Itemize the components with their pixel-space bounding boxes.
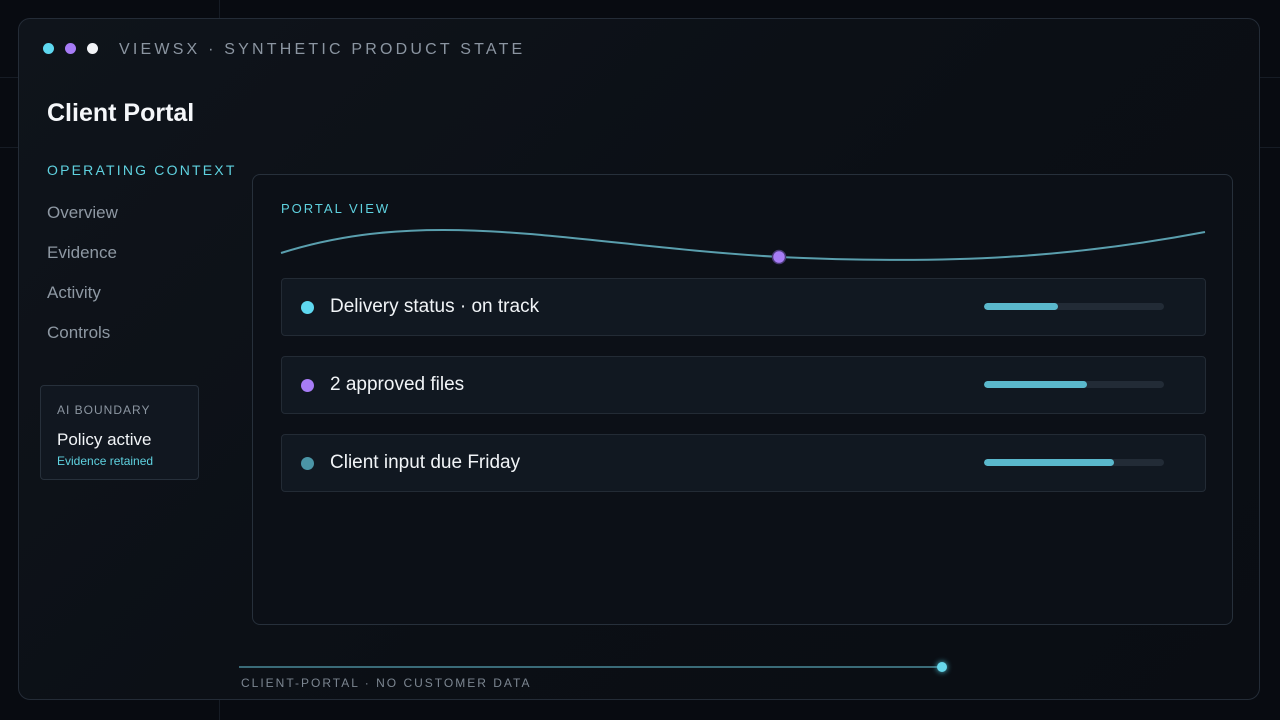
sidebar-section-label: OPERATING CONTEXT — [47, 162, 237, 178]
status-list: Delivery status · on track 2 approved fi… — [281, 278, 1206, 512]
progress-fill — [984, 459, 1114, 466]
list-item-label: Delivery status · on track — [330, 296, 540, 317]
progress-bar — [984, 459, 1164, 466]
progress-fill — [984, 381, 1087, 388]
sidebar-nav: Overview Evidence Activity Controls — [47, 202, 118, 362]
app-window: VIEWSX · SYNTHETIC PRODUCT STATE Client … — [18, 18, 1260, 700]
list-item[interactable]: 2 approved files — [281, 356, 1206, 414]
trend-marker-icon[interactable] — [771, 249, 787, 265]
list-item-label: Client input due Friday — [330, 452, 521, 473]
list-item-label: 2 approved files — [330, 374, 465, 395]
list-item[interactable]: Client input due Friday — [281, 434, 1206, 492]
sidebar-item-overview[interactable]: Overview — [47, 203, 118, 222]
progress-fill — [984, 303, 1058, 310]
progress-bar — [984, 303, 1164, 310]
portal-view-panel: PORTAL VIEW Delivery status · on track 2… — [252, 174, 1233, 625]
window-controls — [43, 43, 98, 54]
ai-boundary-subtitle: Evidence retained — [57, 454, 154, 468]
list-item[interactable]: Delivery status · on track — [281, 278, 1206, 336]
window-title: VIEWSX · SYNTHETIC PRODUCT STATE — [119, 41, 526, 58]
window-dot-cyan-icon[interactable] — [43, 43, 54, 54]
ai-boundary-status: Policy active — [57, 430, 152, 449]
status-dot-icon — [301, 379, 314, 392]
page-title: Client Portal — [47, 99, 195, 127]
sidebar-item-activity[interactable]: Activity — [47, 283, 101, 302]
footer-marker-icon[interactable] — [937, 662, 947, 672]
progress-bar — [984, 381, 1164, 388]
sidebar-item-evidence[interactable]: Evidence — [47, 243, 117, 262]
window-dot-purple-icon[interactable] — [65, 43, 76, 54]
ai-boundary-card: AI BOUNDARY Policy active Evidence retai… — [40, 385, 199, 480]
panel-label: PORTAL VIEW — [281, 201, 391, 216]
ai-boundary-kicker: AI BOUNDARY — [57, 403, 151, 417]
footer-track — [239, 666, 942, 668]
status-dot-icon — [301, 457, 314, 470]
footer-caption: CLIENT-PORTAL · NO CUSTOMER DATA — [241, 676, 532, 690]
status-dot-icon — [301, 301, 314, 314]
trend-wave — [280, 228, 1206, 265]
sidebar-item-controls[interactable]: Controls — [47, 323, 111, 342]
trend-line — [280, 228, 1206, 261]
window-dot-white-icon[interactable] — [87, 43, 98, 54]
